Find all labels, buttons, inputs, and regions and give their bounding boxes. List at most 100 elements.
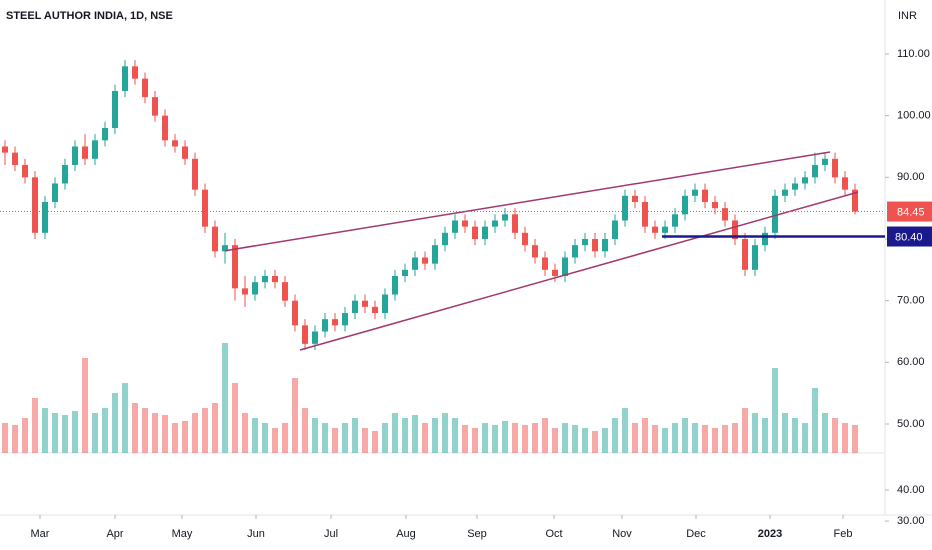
volume-bar bbox=[302, 408, 308, 453]
candle-body bbox=[322, 319, 328, 332]
candle-body bbox=[542, 257, 548, 270]
volume-bar bbox=[722, 425, 728, 453]
candle-body bbox=[492, 220, 498, 227]
volume-bar bbox=[52, 413, 58, 453]
volume-bar bbox=[192, 413, 198, 453]
candle-body bbox=[52, 183, 58, 202]
volume-bar bbox=[512, 423, 518, 453]
volume-bar bbox=[582, 428, 588, 453]
candle-body bbox=[262, 275, 268, 283]
candle-body bbox=[362, 300, 368, 307]
volume-bar bbox=[212, 403, 218, 453]
volume-bar bbox=[772, 368, 778, 453]
y-tick-label: 90.00 bbox=[897, 171, 925, 183]
volume-bar bbox=[362, 428, 368, 453]
candle-body bbox=[592, 238, 598, 252]
candle-body bbox=[182, 146, 188, 159]
x-tick-label: Oct bbox=[545, 528, 562, 540]
volume-bar bbox=[572, 425, 578, 453]
candle-body bbox=[192, 158, 198, 190]
trendline bbox=[224, 151, 831, 252]
volume-bar bbox=[382, 423, 388, 453]
last-price-label: 84.45 bbox=[897, 206, 925, 218]
volume-bar bbox=[72, 411, 78, 453]
volume-bar bbox=[692, 423, 698, 453]
volume-bar bbox=[292, 378, 298, 453]
candle-body bbox=[222, 245, 228, 252]
volume-bar bbox=[22, 418, 28, 453]
volume-bar bbox=[752, 413, 758, 453]
volume-bar bbox=[142, 408, 148, 453]
volume-bar bbox=[2, 423, 8, 453]
volume-bar bbox=[62, 415, 68, 453]
candle-body bbox=[202, 189, 208, 227]
candle-body bbox=[142, 78, 148, 98]
candle-body bbox=[372, 306, 378, 313]
level-badge bbox=[887, 226, 932, 247]
volume-bar bbox=[322, 423, 328, 453]
candle-body bbox=[272, 275, 278, 283]
candle-body bbox=[832, 158, 838, 178]
candle-body bbox=[22, 164, 28, 178]
candle-body bbox=[632, 195, 638, 202]
x-tick-label: 2023 bbox=[758, 528, 782, 540]
candle-body bbox=[672, 214, 678, 227]
candle-body bbox=[852, 189, 858, 212]
x-tick-label: Aug bbox=[396, 528, 416, 540]
candle-body bbox=[62, 164, 68, 184]
volume-bar bbox=[432, 418, 438, 453]
volume-bar bbox=[742, 408, 748, 453]
y-tick-label: 60.00 bbox=[897, 356, 925, 368]
candle-body bbox=[562, 257, 568, 276]
candle-body bbox=[752, 245, 758, 270]
candle-body bbox=[162, 115, 168, 141]
volume-bar bbox=[812, 388, 818, 453]
volume-bar bbox=[82, 358, 88, 453]
candle-body bbox=[72, 146, 78, 165]
y-tick-label: 70.00 bbox=[897, 295, 925, 307]
volume-bar bbox=[392, 413, 398, 453]
volume-bar bbox=[602, 428, 608, 453]
volume-bar bbox=[202, 408, 208, 453]
candle-body bbox=[332, 319, 338, 326]
candle-body bbox=[772, 195, 778, 233]
x-tick-label: Apr bbox=[106, 528, 123, 540]
candle-body bbox=[602, 238, 608, 252]
candle-body bbox=[652, 226, 658, 233]
candle-body bbox=[452, 220, 458, 233]
volume-bar bbox=[422, 423, 428, 453]
volume-bar bbox=[632, 423, 638, 453]
volume-bar bbox=[642, 418, 648, 453]
candle-body bbox=[472, 226, 478, 239]
candle-body bbox=[522, 232, 528, 246]
volume-bar bbox=[372, 431, 378, 453]
candle-body bbox=[692, 189, 698, 196]
candle-body bbox=[572, 245, 578, 258]
volume-bar bbox=[172, 423, 178, 453]
volume-bar bbox=[122, 383, 128, 453]
candle-body bbox=[512, 214, 518, 233]
x-tick-label: Jun bbox=[247, 528, 265, 540]
candle-body bbox=[92, 140, 98, 159]
volume-bar bbox=[802, 423, 808, 453]
volume-bar bbox=[842, 423, 848, 453]
x-tick-label: May bbox=[172, 528, 193, 540]
volume-bar bbox=[622, 408, 628, 453]
candle-body bbox=[732, 220, 738, 239]
candle-body bbox=[782, 189, 788, 196]
volume-bar bbox=[832, 418, 838, 453]
volume-bar bbox=[492, 425, 498, 453]
candle-body bbox=[152, 97, 158, 116]
volume-bar bbox=[282, 423, 288, 453]
candle-body bbox=[412, 257, 418, 270]
volume-bar bbox=[102, 408, 108, 453]
candle-body bbox=[132, 66, 138, 79]
candle-body bbox=[822, 158, 828, 165]
candle-body bbox=[532, 245, 538, 258]
volume-bar bbox=[612, 418, 618, 453]
candle-body bbox=[712, 201, 718, 209]
candle-body bbox=[742, 238, 748, 270]
candle-body bbox=[402, 269, 408, 276]
